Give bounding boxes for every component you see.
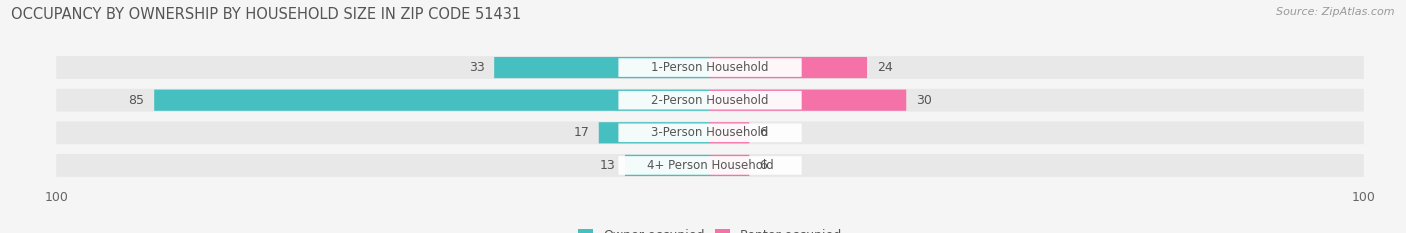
Text: 6: 6: [759, 159, 766, 172]
FancyBboxPatch shape: [710, 57, 868, 78]
FancyBboxPatch shape: [619, 91, 801, 110]
FancyBboxPatch shape: [56, 121, 1364, 144]
Text: 1-Person Household: 1-Person Household: [651, 61, 769, 74]
FancyBboxPatch shape: [56, 89, 1364, 112]
Text: 24: 24: [877, 61, 893, 74]
FancyBboxPatch shape: [710, 90, 907, 111]
Text: 3-Person Household: 3-Person Household: [651, 126, 769, 139]
Text: Source: ZipAtlas.com: Source: ZipAtlas.com: [1277, 7, 1395, 17]
FancyBboxPatch shape: [155, 90, 710, 111]
FancyBboxPatch shape: [494, 57, 710, 78]
Text: 4+ Person Household: 4+ Person Household: [647, 159, 773, 172]
FancyBboxPatch shape: [56, 56, 1364, 79]
Text: 6: 6: [759, 126, 766, 139]
Text: 85: 85: [128, 94, 145, 107]
FancyBboxPatch shape: [619, 156, 801, 175]
Text: 33: 33: [468, 61, 485, 74]
FancyBboxPatch shape: [619, 58, 801, 77]
Text: OCCUPANCY BY OWNERSHIP BY HOUSEHOLD SIZE IN ZIP CODE 51431: OCCUPANCY BY OWNERSHIP BY HOUSEHOLD SIZE…: [11, 7, 522, 22]
Text: 30: 30: [915, 94, 932, 107]
FancyBboxPatch shape: [624, 155, 710, 176]
FancyBboxPatch shape: [599, 122, 710, 143]
Text: 2-Person Household: 2-Person Household: [651, 94, 769, 107]
Legend: Owner-occupied, Renter-occupied: Owner-occupied, Renter-occupied: [574, 224, 846, 233]
FancyBboxPatch shape: [619, 123, 801, 142]
FancyBboxPatch shape: [710, 122, 749, 143]
FancyBboxPatch shape: [710, 155, 749, 176]
FancyBboxPatch shape: [56, 154, 1364, 177]
Text: 17: 17: [574, 126, 589, 139]
Text: 13: 13: [599, 159, 616, 172]
